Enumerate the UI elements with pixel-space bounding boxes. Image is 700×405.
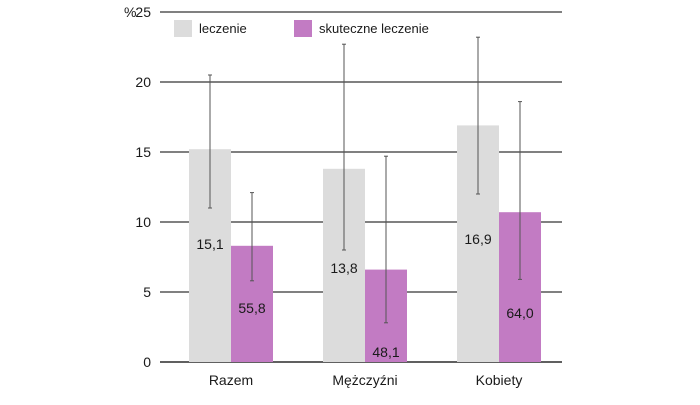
x-category-label: Mężczyźni	[332, 372, 397, 388]
y-tick-label: 0	[143, 354, 151, 370]
legend-swatch-leczenie	[174, 20, 192, 37]
y-unit-label: %	[124, 4, 136, 20]
y-tick-label: 10	[135, 214, 151, 230]
y-tick-label: 15	[135, 144, 151, 160]
data-label-skuteczne-leczenie: 55,8	[238, 300, 265, 316]
x-category-label: Kobiety	[476, 372, 523, 388]
y-tick-label: 25	[135, 4, 151, 20]
x-category-label: Razem	[209, 372, 253, 388]
legend-label: leczenie	[199, 21, 247, 36]
legend-swatch-skuteczne-leczenie	[294, 20, 312, 37]
y-tick-label: 20	[135, 74, 151, 90]
y-tick-label: 5	[143, 284, 151, 300]
data-label-leczenie: 13,8	[330, 260, 357, 276]
data-label-skuteczne-leczenie: 48,1	[372, 344, 399, 360]
data-label-skuteczne-leczenie: 64,0	[506, 305, 533, 321]
data-label-leczenie: 16,9	[464, 231, 491, 247]
legend-label: skuteczne leczenie	[319, 21, 429, 36]
data-label-leczenie: 15,1	[196, 236, 223, 252]
